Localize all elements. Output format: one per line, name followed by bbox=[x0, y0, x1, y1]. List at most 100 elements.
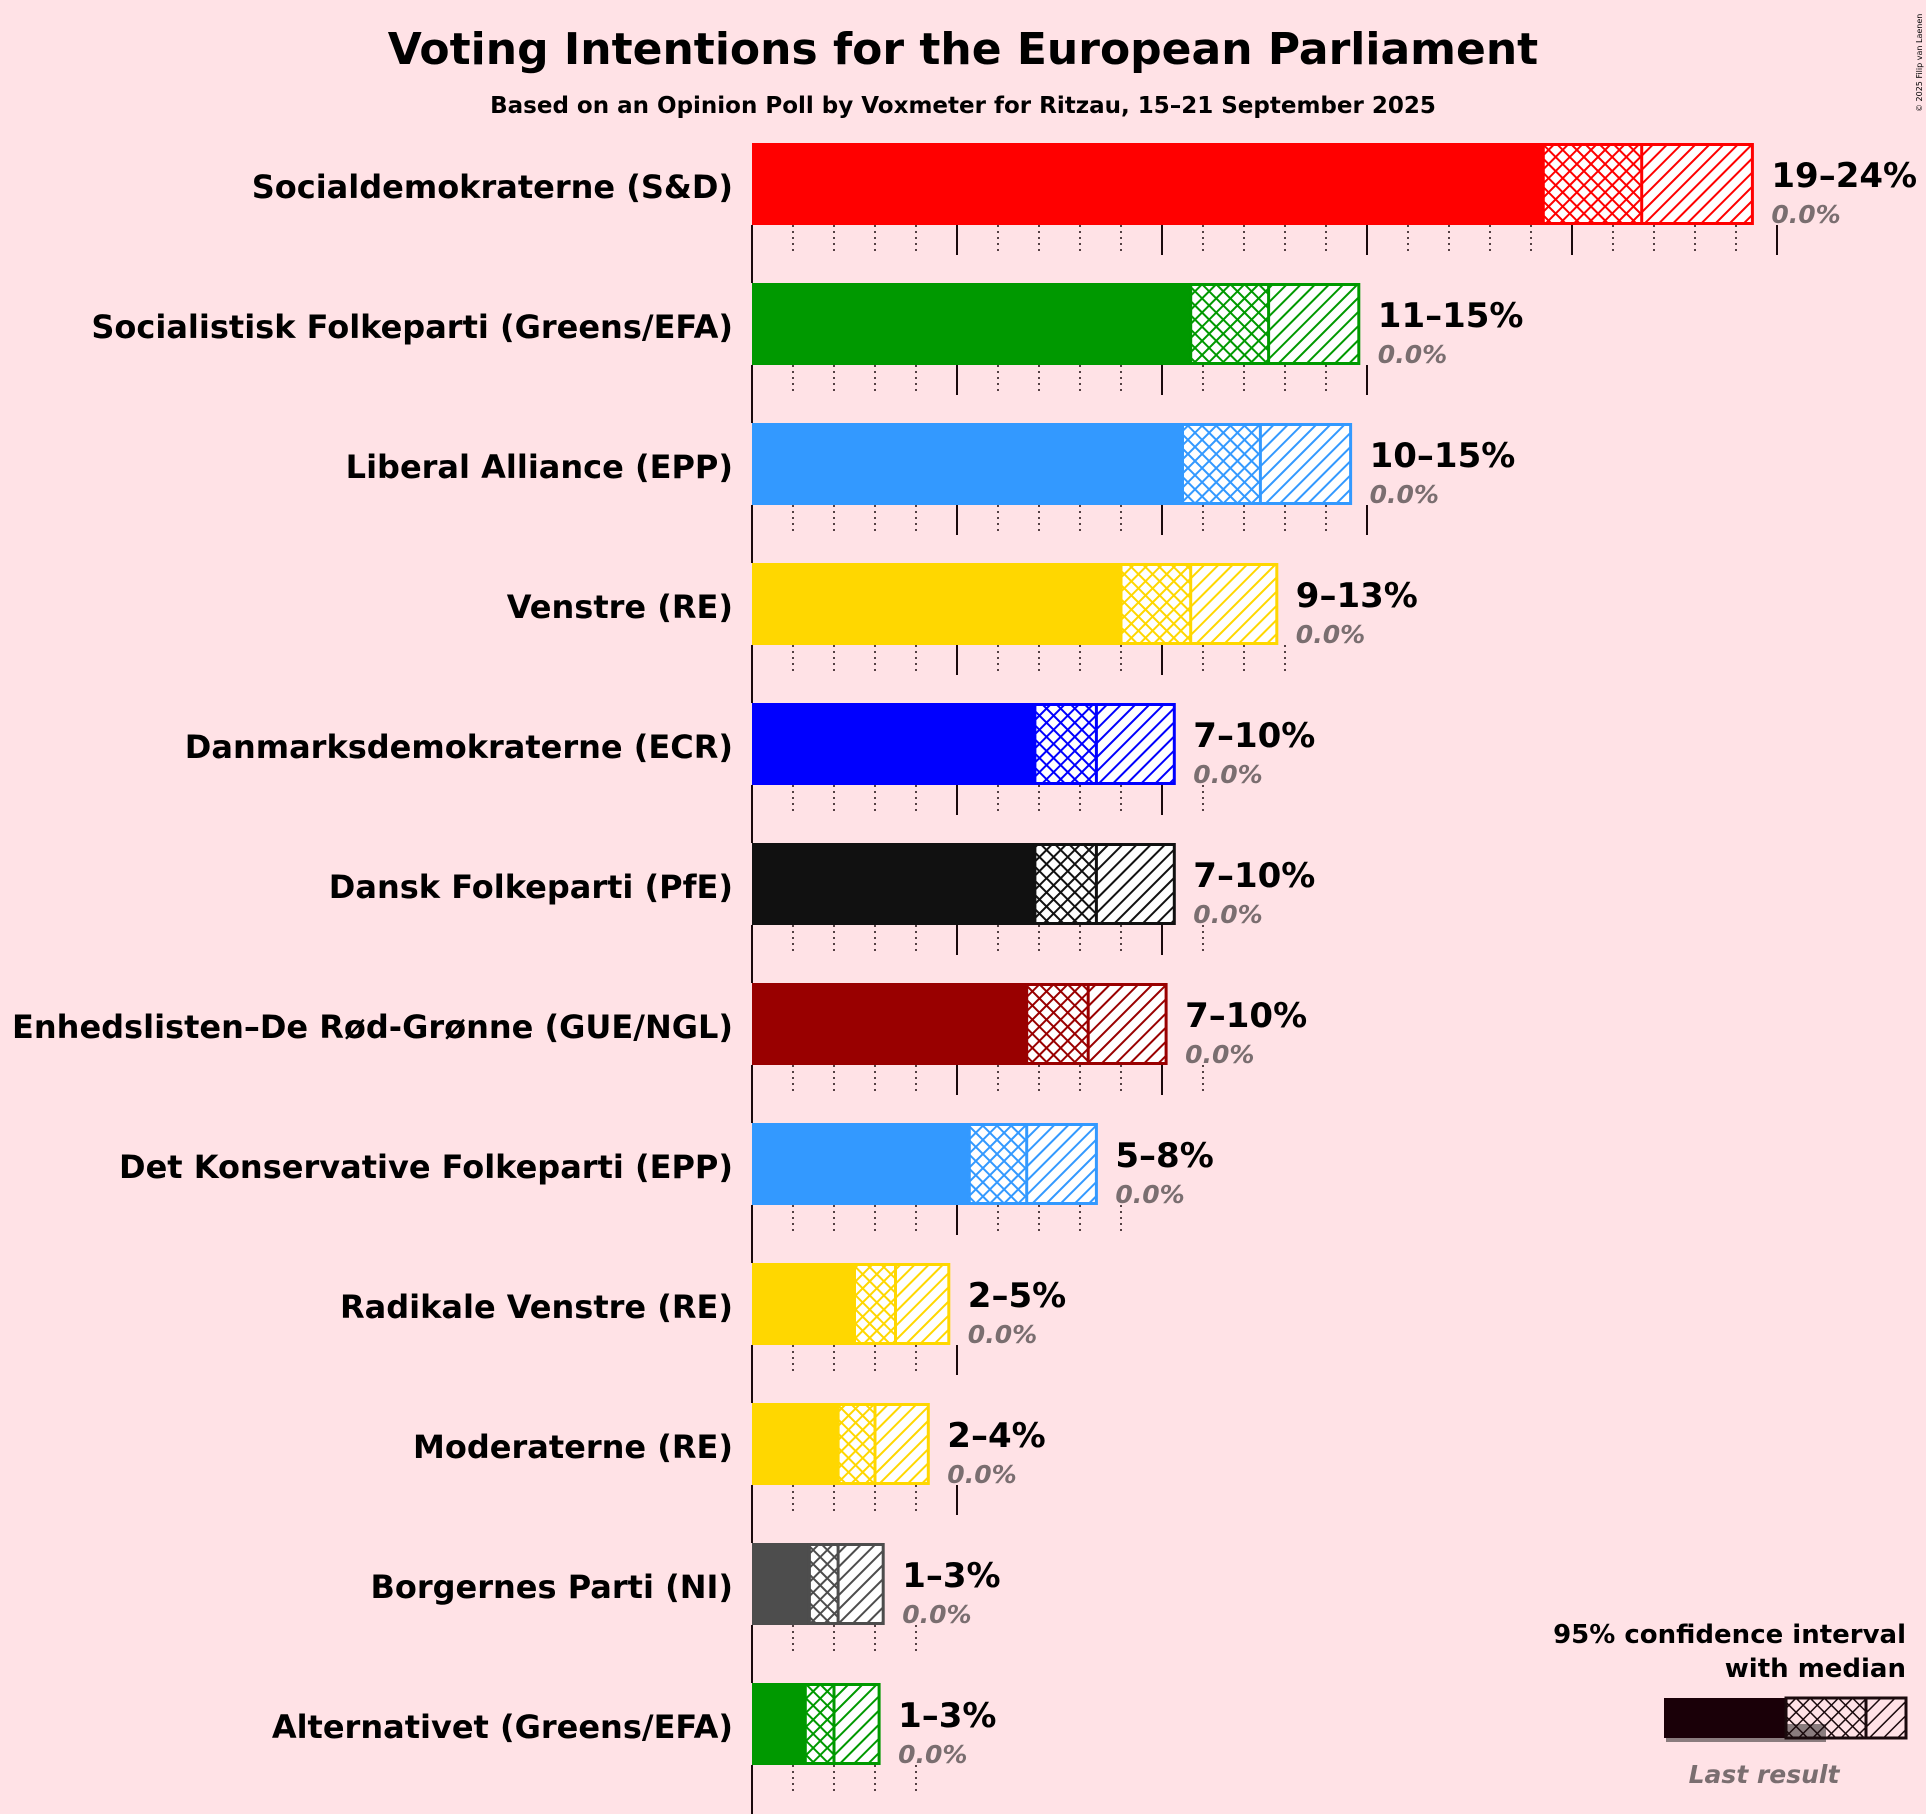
legend-title-line2: with median bbox=[1725, 1654, 1906, 1684]
bar-ci-lower bbox=[1182, 423, 1261, 505]
bar-ci-outline bbox=[1189, 283, 1361, 365]
chart-title: Voting Intentions for the European Parli… bbox=[388, 24, 1538, 75]
bar-ci-upper bbox=[1190, 563, 1277, 645]
bar-ci-lower bbox=[854, 1263, 896, 1345]
last-result-label: 0.0% bbox=[1378, 340, 1447, 369]
bar-ci-lower bbox=[1034, 703, 1097, 785]
party-bar-group: Liberal Alliance (EPP) 10–15% 0.0% bbox=[346, 423, 1515, 509]
bar-solid bbox=[752, 703, 1035, 785]
party-label: Socialdemokraterne (S&D) bbox=[252, 168, 733, 206]
bar-solid bbox=[752, 1543, 810, 1625]
party-bar-group: Socialistisk Folkeparti (Greens/EFA) 11–1… bbox=[91, 283, 1524, 369]
party-bar-group: Danmarksdemokraterne (ECR) 7–10% 0.0% bbox=[185, 703, 1315, 789]
last-result-label: 0.0% bbox=[1185, 1040, 1254, 1069]
bar-ci-outline bbox=[1025, 983, 1168, 1065]
bars: Socialdemokraterne (S&D) 19–24%0.0%Social… bbox=[12, 143, 1917, 1769]
bar-ci-upper bbox=[1088, 983, 1167, 1065]
bar-ci-outline bbox=[803, 1683, 881, 1765]
bar-ci-outline bbox=[1119, 563, 1279, 645]
bar-solid bbox=[752, 563, 1121, 645]
party-label: Enhedslisten–De Rød-Grønne (GUE/NGL) bbox=[12, 1008, 733, 1046]
bar-ci-upper bbox=[1268, 283, 1359, 365]
last-result-label: 0.0% bbox=[1296, 620, 1365, 649]
bar-ci-outline bbox=[1033, 843, 1176, 925]
last-result-label: 0.0% bbox=[1771, 200, 1840, 229]
bar-ci-upper bbox=[834, 1683, 880, 1765]
last-result-label: 0.0% bbox=[968, 1320, 1037, 1349]
bar-ci-upper bbox=[838, 1543, 884, 1625]
bar-solid bbox=[752, 423, 1183, 505]
party-bar-group: Radikale Venstre (RE) 2–5% 0.0% bbox=[340, 1263, 1066, 1349]
legend-title-line1: 95% confidence interval bbox=[1553, 1620, 1906, 1650]
party-bar-group: Det Konservative Folkeparti (EPP) 5–8% 0.0… bbox=[119, 1123, 1214, 1209]
chart-subtitle: Based on an Opinion Poll by Voxmeter for… bbox=[490, 93, 1436, 119]
bar-ci-lower bbox=[969, 1123, 1027, 1205]
bar-ci-upper bbox=[875, 1403, 929, 1485]
bar-solid bbox=[752, 283, 1191, 365]
party-label: Borgernes Parti (NI) bbox=[370, 1568, 733, 1606]
bar-ci-upper bbox=[895, 1263, 949, 1345]
party-bar-group: Moderaterne (RE) 2–4% 0.0% bbox=[413, 1403, 1046, 1489]
bar-ci-outline bbox=[967, 1123, 1098, 1205]
bar-ci-upper bbox=[1641, 143, 1753, 225]
party-bar-group: Dansk Folkeparti (PfE) 7–10% 0.0% bbox=[329, 843, 1315, 929]
legend-solid-bar bbox=[1664, 1698, 1786, 1738]
bar-solid bbox=[752, 1683, 806, 1765]
party-bar-group: Enhedslisten–De Rød-Grønne (GUE/NGL) 7–10… bbox=[12, 983, 1307, 1069]
legend-last-result-label: Last result bbox=[1689, 1760, 1841, 1789]
party-bar-group: Socialdemokraterne (S&D) 19–24% 0.0% bbox=[252, 143, 1917, 229]
bar-ci-lower bbox=[805, 1683, 834, 1765]
bar-ci-outline bbox=[1033, 703, 1176, 785]
range-label: 2–5% bbox=[968, 1276, 1066, 1316]
bar-ci-upper bbox=[1260, 423, 1351, 505]
bar-ci-lower bbox=[1026, 983, 1089, 1065]
party-label: Dansk Folkeparti (PfE) bbox=[329, 868, 733, 906]
party-label: Det Konservative Folkeparti (EPP) bbox=[119, 1148, 733, 1186]
party-bar-group: Alternativet (Greens/EFA) 1–3% 0.0% bbox=[272, 1683, 996, 1769]
range-label: 1–3% bbox=[902, 1556, 1000, 1596]
bar-ci-upper bbox=[1026, 1123, 1097, 1205]
range-label: 1–3% bbox=[898, 1696, 996, 1736]
range-label: 9–13% bbox=[1296, 576, 1418, 616]
bar-ci-lower bbox=[838, 1403, 875, 1485]
bar-ci-outline bbox=[836, 1403, 930, 1485]
party-label: Moderaterne (RE) bbox=[413, 1428, 733, 1466]
range-label: 7–10% bbox=[1193, 856, 1315, 896]
gridlines bbox=[751, 225, 1778, 1814]
bar-ci-lower bbox=[809, 1543, 839, 1625]
range-label: 7–10% bbox=[1185, 996, 1307, 1036]
bar-ci-outline bbox=[1181, 423, 1353, 505]
bar-ci-upper bbox=[1096, 843, 1175, 925]
bar-ci-lower bbox=[1121, 563, 1191, 645]
bar-ci-lower bbox=[1543, 143, 1642, 225]
party-label: Alternativet (Greens/EFA) bbox=[272, 1708, 733, 1746]
bar-ci-outline bbox=[853, 1263, 951, 1345]
copyright-note: © 2025 Filip van Laenen bbox=[1915, 14, 1924, 112]
bar-ci-upper bbox=[1096, 703, 1175, 785]
last-result-label: 0.0% bbox=[1193, 760, 1262, 789]
party-label: Liberal Alliance (EPP) bbox=[346, 448, 733, 486]
bar-ci-lower bbox=[1190, 283, 1269, 365]
bar-solid bbox=[752, 143, 1544, 225]
last-result-label: 0.0% bbox=[947, 1460, 1016, 1489]
legend-ci-upper bbox=[1864, 1696, 1908, 1740]
range-label: 19–24% bbox=[1771, 156, 1917, 196]
bar-solid bbox=[752, 1263, 855, 1345]
bar-solid bbox=[752, 983, 1027, 1065]
last-result-label: 0.0% bbox=[1370, 480, 1439, 509]
last-result-label: 0.0% bbox=[1193, 900, 1262, 929]
bar-solid bbox=[752, 843, 1035, 925]
party-label: Radikale Venstre (RE) bbox=[340, 1288, 733, 1326]
party-label: Venstre (RE) bbox=[507, 588, 733, 626]
bar-ci-outline bbox=[1541, 143, 1754, 225]
party-label: Danmarksdemokraterne (ECR) bbox=[185, 728, 733, 766]
range-label: 7–10% bbox=[1193, 716, 1315, 756]
party-label: Socialistisk Folkeparti (Greens/EFA) bbox=[91, 308, 733, 346]
legend-ci-median-lower bbox=[1784, 1696, 1868, 1740]
bar-solid bbox=[752, 1403, 839, 1485]
last-result-label: 0.0% bbox=[1115, 1180, 1184, 1209]
party-bar-group: Borgernes Parti (NI) 1–3% 0.0% bbox=[370, 1543, 1001, 1629]
range-label: 5–8% bbox=[1115, 1136, 1213, 1176]
last-result-label: 0.0% bbox=[902, 1600, 971, 1629]
